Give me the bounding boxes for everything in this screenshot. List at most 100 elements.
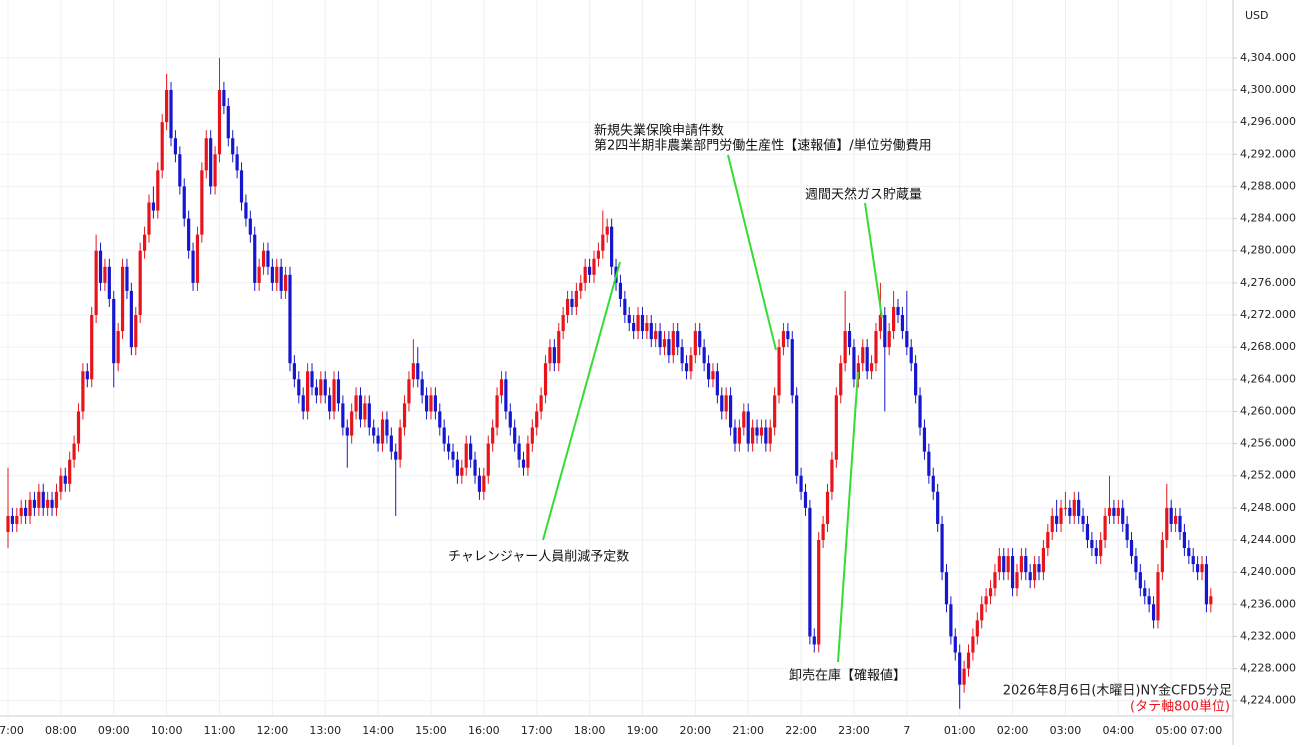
candle-body (874, 331, 878, 364)
annotation-text: 週間天然ガス貯蔵量 (805, 187, 922, 203)
candle-body (261, 250, 266, 267)
candle-body (733, 427, 737, 444)
candle-body (376, 435, 380, 444)
candle-body (32, 499, 37, 508)
candle-body (473, 459, 477, 476)
candle-body (1107, 507, 1112, 516)
x-tick-label: 13:00 (309, 724, 341, 737)
x-tick-label: 19:00 (627, 724, 659, 737)
candle-body (799, 475, 803, 492)
candle-body (521, 459, 526, 468)
candle-body (314, 387, 319, 396)
candle-body (803, 491, 808, 508)
candle-body (1200, 564, 1204, 573)
candle-body (151, 202, 155, 211)
y-tick-label: 4,284.000 (1240, 212, 1296, 225)
candle-body (808, 507, 812, 637)
candle-body (821, 523, 825, 541)
candle-body (407, 379, 411, 404)
candle-body (1204, 564, 1209, 605)
y-tick-label: 4,272.000 (1240, 308, 1296, 321)
candle-body (706, 363, 711, 380)
candle-body (640, 315, 645, 332)
candle-body (1191, 556, 1195, 565)
candle-body (231, 138, 235, 155)
candle-body (447, 443, 451, 452)
candle-body (887, 331, 891, 348)
candle-body (460, 467, 464, 476)
candle-body (596, 250, 601, 259)
y-tick-label: 4,268.000 (1240, 340, 1296, 353)
candle-body (861, 347, 865, 364)
candle-body (786, 331, 790, 340)
candle-body (504, 379, 508, 412)
candle-body (226, 106, 230, 139)
candle-body (1077, 499, 1081, 516)
candle-body (306, 371, 310, 412)
x-tick-label: 11:00 (204, 724, 236, 737)
x-tick-label: 10:00 (151, 724, 183, 737)
candle-body (195, 234, 200, 283)
candle-body (1160, 540, 1164, 573)
candle-body (856, 363, 860, 380)
candle-body (134, 315, 138, 348)
candle-body (966, 652, 971, 669)
candle-body (958, 652, 962, 685)
x-tick-label: 22:00 (785, 724, 817, 737)
candle-body (50, 499, 54, 508)
x-tick-label: 7 (903, 724, 910, 737)
candle-body (817, 540, 821, 645)
candle-body (852, 347, 856, 380)
candle-body (543, 363, 548, 396)
y-tick-label: 4,240.000 (1240, 565, 1296, 578)
candle-body (1103, 515, 1107, 541)
y-tick-label: 4,236.000 (1240, 597, 1296, 610)
candle-body (270, 266, 274, 283)
candle-body (561, 315, 565, 332)
candle-body (336, 379, 341, 404)
candle-body (24, 507, 28, 516)
candle-body (592, 258, 596, 275)
candle-body (1209, 596, 1213, 605)
candle-body (1002, 556, 1006, 573)
candle-body (737, 427, 741, 444)
candle-body (649, 323, 653, 340)
candle-body (416, 363, 420, 380)
candle-body (477, 475, 482, 492)
candle-body (138, 250, 142, 316)
y-tick-label: 4,252.000 (1240, 469, 1296, 482)
candle-body (292, 363, 296, 380)
candle-body (689, 355, 693, 372)
candle-body (847, 331, 852, 348)
candle-body (380, 419, 385, 444)
y-tick-label: 4,260.000 (1240, 404, 1296, 417)
candle-body (68, 459, 72, 484)
candle-body (795, 395, 799, 476)
candle-body (949, 604, 953, 637)
candle-body (129, 290, 133, 348)
candle-body (557, 331, 561, 364)
candle-body (724, 395, 728, 412)
candle-body (107, 266, 111, 299)
candle-body (204, 138, 208, 171)
candle-body (632, 323, 636, 332)
candle-body (662, 339, 667, 348)
candle-body (812, 636, 816, 645)
candle-body (627, 315, 631, 324)
candle-body (385, 419, 389, 436)
candle-body (971, 636, 975, 653)
annotation-leader (864, 202, 883, 319)
candle-body (1169, 507, 1173, 524)
candle-body (574, 290, 578, 307)
currency-box (1238, 6, 1272, 26)
candle-body (1196, 564, 1200, 573)
candle-body (1134, 556, 1138, 573)
candle-body (565, 298, 570, 316)
y-tick-label: 4,264.000 (1240, 372, 1296, 385)
candle-body (1006, 556, 1010, 573)
candle-body (645, 323, 649, 332)
candle-body (1068, 507, 1072, 516)
candle-body (914, 363, 918, 396)
